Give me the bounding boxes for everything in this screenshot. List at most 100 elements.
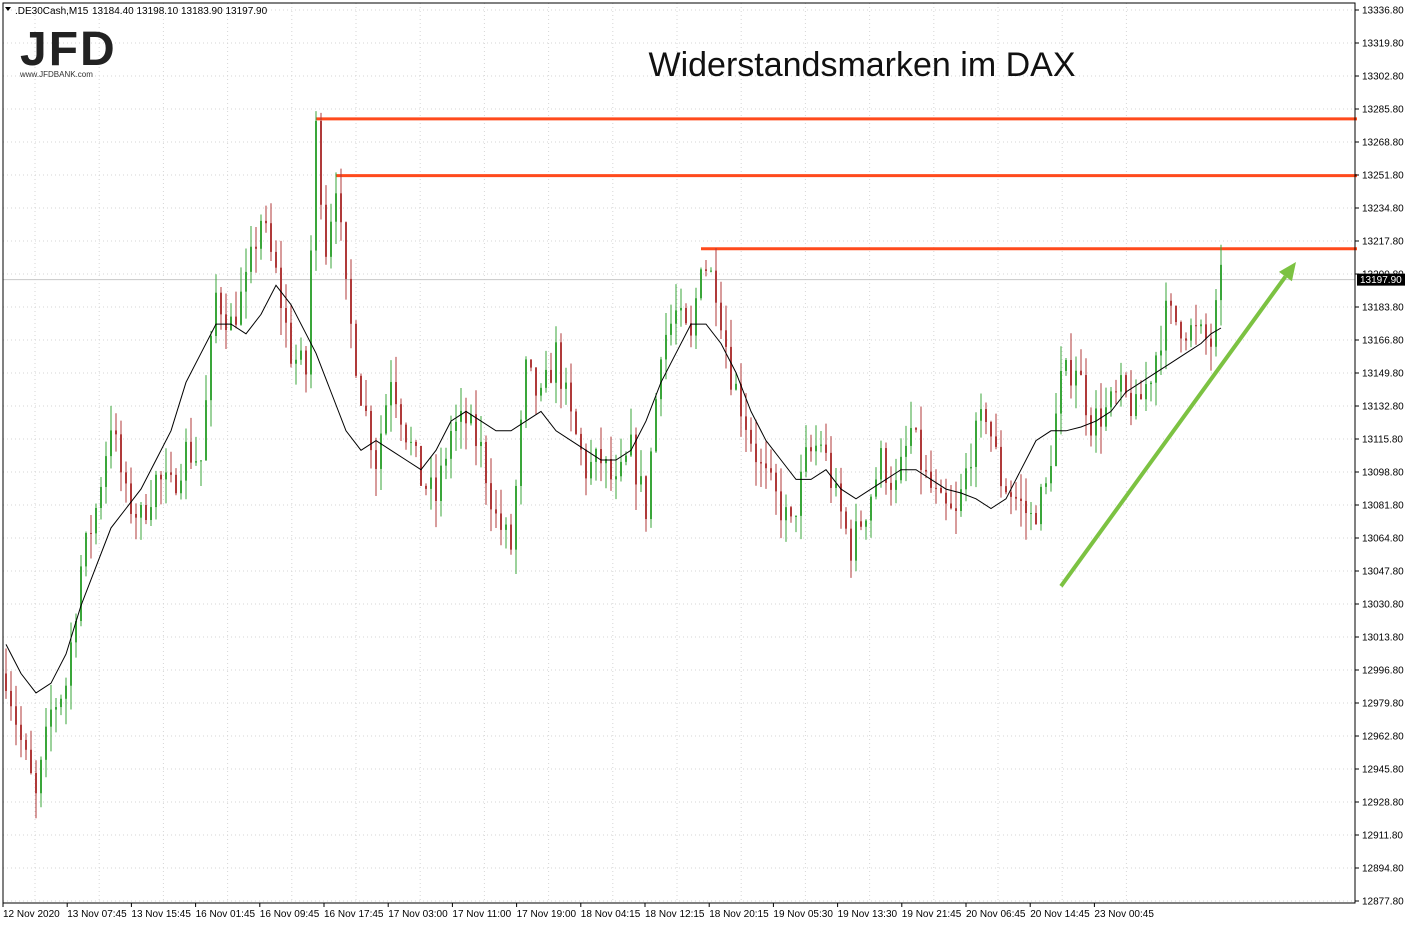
candle <box>10 671 12 721</box>
candle <box>1195 304 1197 345</box>
candle-body <box>295 359 297 364</box>
x-tick-label: 16 Nov 01:45 <box>196 909 256 920</box>
candle-body <box>275 251 277 268</box>
candle-body <box>695 298 697 336</box>
candle <box>80 554 82 627</box>
candle-body <box>1200 324 1202 327</box>
candle-body <box>520 419 522 486</box>
candle-body <box>315 120 317 251</box>
candle <box>1145 361 1147 412</box>
x-tick-label: 12 Nov 2020 <box>3 909 60 920</box>
candle-body <box>1140 394 1142 400</box>
candle <box>60 694 62 716</box>
candle <box>300 337 302 365</box>
candle <box>290 305 292 368</box>
candle <box>740 363 742 437</box>
candle-body <box>870 496 872 521</box>
x-tick-label: 16 Nov 17:45 <box>324 909 384 920</box>
candle <box>5 648 7 699</box>
ohlc-values: 13184.40 13198.10 13183.90 13197.90 <box>92 6 268 17</box>
candle <box>260 214 262 260</box>
candle-body <box>540 387 542 396</box>
candle-body <box>885 448 887 483</box>
candle-body <box>360 375 362 406</box>
candle <box>20 706 22 758</box>
candle-body <box>950 503 952 509</box>
candle <box>995 413 997 450</box>
candle <box>205 375 207 461</box>
candle-body <box>1085 375 1087 416</box>
candle <box>545 350 547 393</box>
y-tick-label: 13081.80 <box>1362 501 1404 512</box>
candle <box>210 330 212 427</box>
y-tick-label: 13115.80 <box>1362 435 1403 446</box>
candle-body <box>755 443 757 463</box>
candle <box>840 467 842 529</box>
y-tick-label: 12911.80 <box>1362 831 1403 842</box>
candle-body <box>125 472 127 484</box>
candle-body <box>720 302 722 331</box>
candle <box>1045 477 1047 495</box>
candle-body <box>430 477 432 489</box>
candle-body <box>630 434 632 456</box>
candle <box>480 415 482 468</box>
candle-body <box>1190 325 1192 341</box>
x-tick-label: 19 Nov 21:45 <box>902 909 962 920</box>
candle-body <box>985 409 987 422</box>
candle-body <box>1045 483 1047 487</box>
chart-title: Widerstandsmarken im DAX <box>648 46 1075 84</box>
candle-body <box>1090 415 1092 436</box>
candle-body <box>1145 384 1147 400</box>
candle-body <box>895 480 897 490</box>
candle-body <box>510 524 512 550</box>
candle <box>875 467 877 500</box>
candle-body <box>165 472 167 480</box>
candle-body <box>740 383 742 417</box>
candle <box>910 401 912 454</box>
x-tick-label: 13 Nov 15:45 <box>131 909 191 920</box>
candle-body <box>765 463 767 469</box>
candle-body <box>965 468 967 490</box>
candle-body <box>30 749 32 773</box>
candle-body <box>975 420 977 467</box>
candle <box>1010 480 1012 515</box>
candle <box>85 531 87 577</box>
candle <box>375 437 377 496</box>
candle <box>1075 356 1077 409</box>
candle <box>380 415 382 490</box>
candle-body <box>90 533 92 535</box>
candle <box>105 441 107 504</box>
candle-body <box>20 724 22 740</box>
candle-body <box>505 524 507 530</box>
candle-body <box>105 456 107 487</box>
candle <box>955 481 957 534</box>
candle <box>630 408 632 458</box>
candle-body <box>140 505 142 518</box>
candle <box>230 303 232 331</box>
candle-body <box>150 507 152 521</box>
candle <box>185 428 187 500</box>
candle <box>120 420 122 492</box>
candle-body <box>440 465 442 501</box>
candle <box>860 510 862 531</box>
y-tick-label: 13132.80 <box>1362 402 1404 413</box>
candle <box>685 303 687 325</box>
candle <box>705 259 707 277</box>
candle <box>40 756 42 808</box>
candle <box>870 494 872 538</box>
candle-body <box>465 410 467 424</box>
candle-body <box>1210 338 1212 347</box>
candle-body <box>270 223 272 252</box>
x-tick-label: 17 Nov 03:00 <box>388 909 448 920</box>
candle <box>655 392 657 453</box>
candle-body <box>980 409 982 421</box>
candle <box>880 440 882 488</box>
symbol-dropdown-icon[interactable] <box>5 7 11 11</box>
candle-body <box>580 433 582 450</box>
candle-body <box>70 642 72 686</box>
candle-body <box>665 334 667 360</box>
candle-body <box>495 509 497 514</box>
symbol-label[interactable]: .DE30Cash,M15 <box>15 6 89 17</box>
candle <box>730 319 732 396</box>
candle-body <box>675 310 677 324</box>
